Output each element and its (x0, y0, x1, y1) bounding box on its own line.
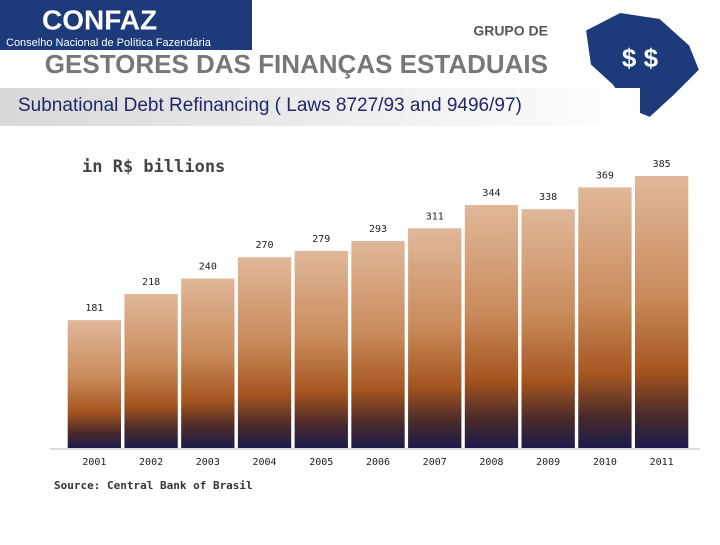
group-name: GESTORES DAS FINANÇAS ESTADUAIS (45, 49, 548, 79)
bar (464, 204, 519, 448)
x-tick-label: 2010 (593, 457, 617, 468)
map-icon: $ $ (622, 43, 659, 73)
group-label: GRUPO DE (473, 23, 548, 39)
x-tick-label: 2007 (423, 457, 447, 468)
brazil-map (583, 10, 702, 120)
logo-box (0, 0, 252, 50)
bar (521, 209, 575, 448)
data-label: 279 (312, 234, 330, 245)
bar (408, 228, 462, 448)
bar (578, 187, 632, 448)
x-tick-label: 2011 (650, 457, 674, 468)
logo-subtitle: Conselho Nacional de Política Fazendária (6, 37, 212, 49)
x-tick-label: 2002 (139, 457, 163, 468)
chart-subtitle: in R$ billions (82, 157, 225, 177)
bar (237, 257, 292, 448)
bar (181, 278, 235, 448)
data-label: 218 (142, 277, 160, 288)
data-label: 270 (256, 240, 274, 251)
data-label: 181 (85, 303, 103, 314)
data-label: 344 (482, 188, 500, 199)
x-tick-label: 2009 (536, 457, 560, 468)
data-label: 385 (653, 159, 671, 170)
x-tick-label: 2004 (252, 457, 276, 468)
data-label: 311 (426, 211, 444, 222)
data-label: 369 (596, 170, 614, 181)
data-label: 240 (199, 261, 217, 272)
title-bar (0, 88, 640, 126)
x-tick-label: 2003 (196, 457, 220, 468)
source: Source: Central Bank of Brasil (54, 479, 253, 492)
data-label: 293 (369, 224, 387, 235)
x-tick-label: 2006 (366, 457, 390, 468)
bar (67, 320, 122, 448)
data-label: 338 (539, 192, 557, 203)
x-tick-label: 2008 (479, 457, 503, 468)
chart-title: Subnational Debt Refinancing ( Laws 8727… (18, 95, 522, 116)
bar (124, 293, 178, 448)
bar (634, 176, 689, 448)
x-tick-label: 2001 (82, 457, 106, 468)
x-tick-label: 2005 (309, 457, 333, 468)
bar (351, 240, 405, 448)
bar (294, 250, 348, 448)
logo: CONFAZ (42, 4, 157, 35)
